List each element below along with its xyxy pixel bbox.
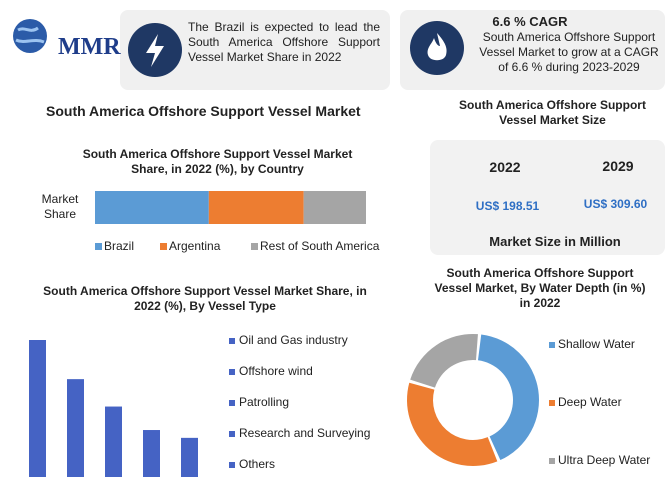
legend-label: Deep Water xyxy=(558,395,622,409)
legend-swatch xyxy=(549,342,555,348)
chart-title: South America Offshore Support Vessel Ma… xyxy=(434,266,646,310)
flame-icon xyxy=(427,33,447,61)
main-title: South America Offshore Support Vessel Ma… xyxy=(46,103,361,119)
legend-label: Research and Surveying xyxy=(239,426,371,440)
legend-label: Patrolling xyxy=(239,395,290,409)
market-size-caption: Market Size in Million xyxy=(489,234,621,249)
year: 2029 xyxy=(602,158,634,174)
pie-slice xyxy=(477,334,540,461)
legend-swatch xyxy=(229,431,235,437)
market-value: US$ 198.51 xyxy=(475,199,540,213)
logo-globe xyxy=(13,19,47,53)
chart-title: South America Offshore Support Vessel Ma… xyxy=(43,284,367,313)
highlight-box xyxy=(400,10,665,90)
market-size-title: South America Offshore Support Vessel Ma… xyxy=(459,98,646,127)
pie-slice xyxy=(410,334,478,388)
year: 2022 xyxy=(489,159,521,175)
bar-segment xyxy=(303,191,366,224)
bar-segment xyxy=(95,191,209,224)
legend-swatch xyxy=(229,462,235,468)
legend-label: Oil and Gas industry xyxy=(239,333,348,347)
legend-label: Shallow Water xyxy=(558,337,635,351)
highlight-box xyxy=(120,10,390,90)
bar xyxy=(29,340,46,477)
legend-label: Brazil xyxy=(104,239,135,253)
legend-swatch xyxy=(95,243,102,250)
pie-slice xyxy=(407,382,498,467)
legend-label: Argentina xyxy=(169,239,221,253)
legend-swatch xyxy=(549,400,555,406)
legend-swatch xyxy=(229,338,235,344)
market-size-box xyxy=(430,140,665,255)
legend-label: Ultra Deep Water xyxy=(558,453,651,467)
legend-label: Rest of South America xyxy=(260,239,380,253)
chart-title: South America Offshore Support Vessel Ma… xyxy=(82,147,353,176)
bar xyxy=(105,406,122,477)
market-value: US$ 309.60 xyxy=(583,197,648,211)
legend-swatch xyxy=(549,458,555,464)
legend-swatch xyxy=(160,243,167,250)
legend-swatch xyxy=(251,243,258,250)
logo-globe-detail xyxy=(15,26,45,44)
highlight-title: 6.6 % CAGR xyxy=(492,14,568,29)
y-tick-label: Market Share xyxy=(41,192,79,221)
highlight-text: The Brazil is expected to lead the South… xyxy=(188,20,380,64)
bar xyxy=(143,430,160,477)
legend-swatch xyxy=(229,400,235,406)
highlight-text: South America Offshore Support Vessel Ma… xyxy=(479,30,659,74)
legend-label: Others xyxy=(239,457,276,471)
lightning-icon xyxy=(146,34,164,67)
bar xyxy=(67,379,84,477)
legend-swatch xyxy=(229,369,235,375)
legend-label: Offshore wind xyxy=(239,364,313,378)
bar-segment xyxy=(208,191,304,224)
bar xyxy=(181,437,198,477)
logo-text: MMR xyxy=(58,34,121,60)
